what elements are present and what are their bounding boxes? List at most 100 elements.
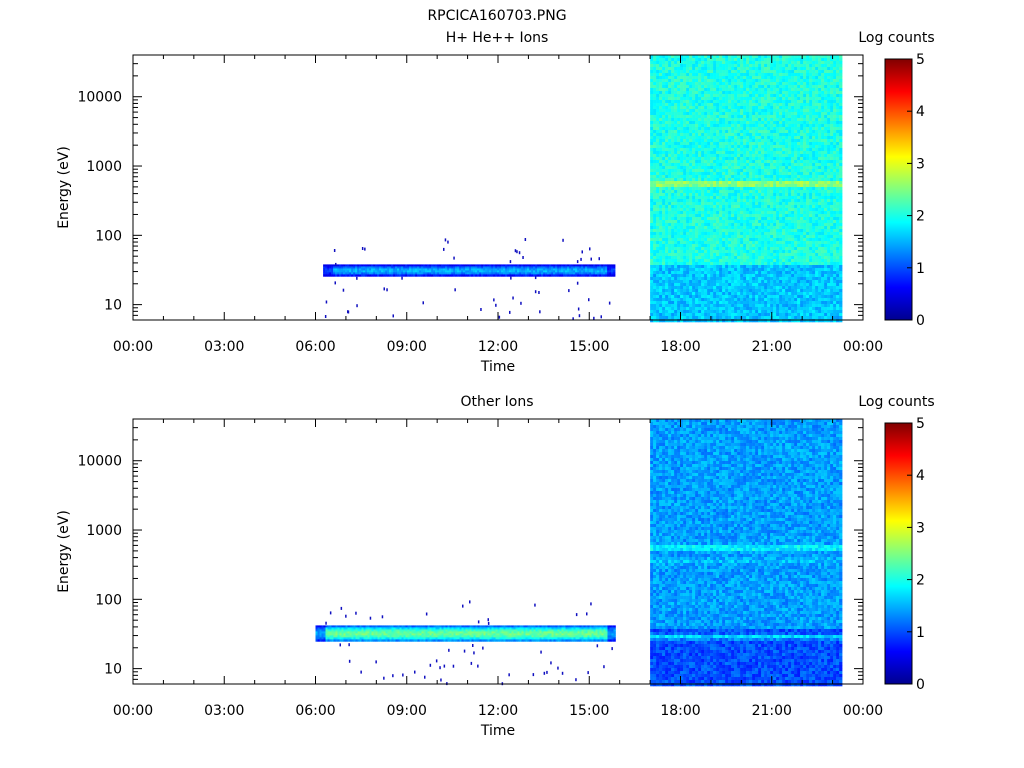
spectrogram-cell: [770, 100, 774, 104]
spectrogram-cell: [758, 169, 762, 173]
spectrogram-cell: [719, 106, 723, 110]
spectrogram-cell: [698, 208, 702, 212]
spectrogram-cell: [577, 264, 580, 267]
spectrogram-cell: [740, 205, 744, 209]
spectrogram-cell: [375, 268, 378, 271]
spectrogram-cell: [830, 199, 834, 203]
spectrogram-cell: [770, 178, 774, 182]
spectrogram-cell: [761, 145, 765, 149]
spectrogram-cell: [523, 272, 526, 275]
spectrogram-cell: [451, 272, 454, 275]
spectrogram-cell: [529, 268, 532, 271]
spectrogram-cell: [734, 148, 738, 152]
spectrogram-cell: [668, 178, 672, 182]
spectrogram-cell: [597, 268, 600, 271]
spectrogram-cell: [740, 229, 744, 233]
spectrogram-cell: [800, 154, 804, 158]
spectrogram-cell: [668, 97, 672, 101]
spectrogram-cell: [357, 270, 360, 273]
spectrogram-cell: [818, 79, 822, 83]
spectrogram-cell: [788, 121, 792, 125]
spectrogram-cell: [737, 229, 741, 233]
spectrogram-cell: [749, 130, 753, 134]
noise-speck: [598, 257, 600, 261]
spectrogram-cell: [812, 79, 816, 83]
spectrogram-cell: [686, 199, 690, 203]
spectrogram-cell: [357, 272, 360, 275]
spectrogram-cell: [758, 73, 762, 77]
spectrogram-cell: [734, 241, 738, 245]
spectrogram-cell: [659, 148, 663, 152]
spectrogram-cell: [782, 232, 786, 236]
spectrogram-cell: [830, 181, 834, 185]
spectrogram-cell: [668, 133, 672, 137]
spectrogram-cell: [365, 268, 368, 271]
spectrogram-cell: [815, 238, 819, 242]
spectrogram-cell: [776, 118, 780, 122]
spectrogram-cell: [487, 272, 490, 275]
spectrogram-cell: [575, 264, 578, 267]
page-title: RPCICA160703.PNG: [427, 8, 566, 24]
spectrogram-cell: [797, 196, 801, 200]
spectrogram-cell: [767, 223, 771, 227]
spectrogram-cell: [713, 133, 717, 137]
spectrogram-cell: [803, 100, 807, 104]
spectrogram-cell: [809, 115, 813, 119]
spectrogram-cell: [821, 79, 825, 83]
spectrogram-cell: [653, 151, 657, 155]
spectrogram-cell: [779, 205, 783, 209]
spectrogram-cell: [800, 139, 804, 143]
spectrogram-cell: [716, 235, 720, 239]
spectrogram-cell: [824, 79, 828, 83]
spectrogram-cell: [453, 266, 456, 269]
spectrogram-cell: [785, 73, 789, 77]
spectrogram-cell: [656, 142, 660, 146]
spectrogram-cell: [725, 88, 729, 92]
spectrogram-cell: [794, 232, 798, 236]
spectrogram-cell: [740, 157, 744, 161]
spectrogram-cell: [541, 264, 544, 267]
spectrogram-cell: [743, 208, 747, 212]
spectrogram-cell: [722, 199, 726, 203]
spectrogram-cell: [758, 214, 762, 218]
spectrogram-cell: [677, 76, 681, 80]
spectrogram-cell: [830, 187, 834, 191]
spectrogram-cell: [511, 270, 514, 273]
spectrogram-cell: [737, 232, 741, 236]
spectrogram-cell: [803, 229, 807, 233]
spectrogram-cell: [800, 199, 804, 203]
spectrogram-cell: [800, 241, 804, 245]
spectrogram-cell: [833, 181, 837, 185]
spectrogram-cell: [827, 232, 831, 236]
spectrogram-cell: [839, 151, 843, 155]
spectrogram-cell: [543, 264, 546, 267]
spectrogram-cell: [839, 208, 843, 212]
spectrogram-cell: [683, 136, 687, 140]
spectrogram-cell: [785, 175, 789, 179]
spectrogram-cell: [683, 181, 687, 185]
spectrogram-cell: [692, 127, 696, 131]
spectrogram-cell: [665, 109, 669, 113]
spectrogram-cell: [653, 172, 657, 176]
spectrogram-cell: [809, 181, 813, 185]
spectrogram-cell: [656, 103, 660, 107]
spectrogram-cell: [585, 266, 588, 269]
spectrogram-cell: [827, 145, 831, 149]
spectrogram-cell: [731, 214, 735, 218]
spectrogram-cell: [683, 139, 687, 143]
spectrogram-cell: [517, 268, 520, 271]
spectrogram-cell: [704, 103, 708, 107]
spectrogram-cell: [698, 55, 702, 59]
spectrogram-cell: [803, 157, 807, 161]
spectrogram-cell: [752, 223, 756, 227]
spectrogram-cell: [833, 79, 837, 83]
spectrogram-cell: [803, 187, 807, 191]
spectrogram-cell: [812, 103, 816, 107]
spectrogram-cell: [411, 266, 414, 269]
spectrogram-cell: [776, 160, 780, 164]
spectrogram-cell: [401, 268, 404, 271]
spectrogram-cell: [752, 136, 756, 140]
spectrogram-cell: [531, 274, 534, 277]
spectrogram-cell: [469, 268, 472, 271]
spectrogram-cell: [827, 202, 831, 206]
